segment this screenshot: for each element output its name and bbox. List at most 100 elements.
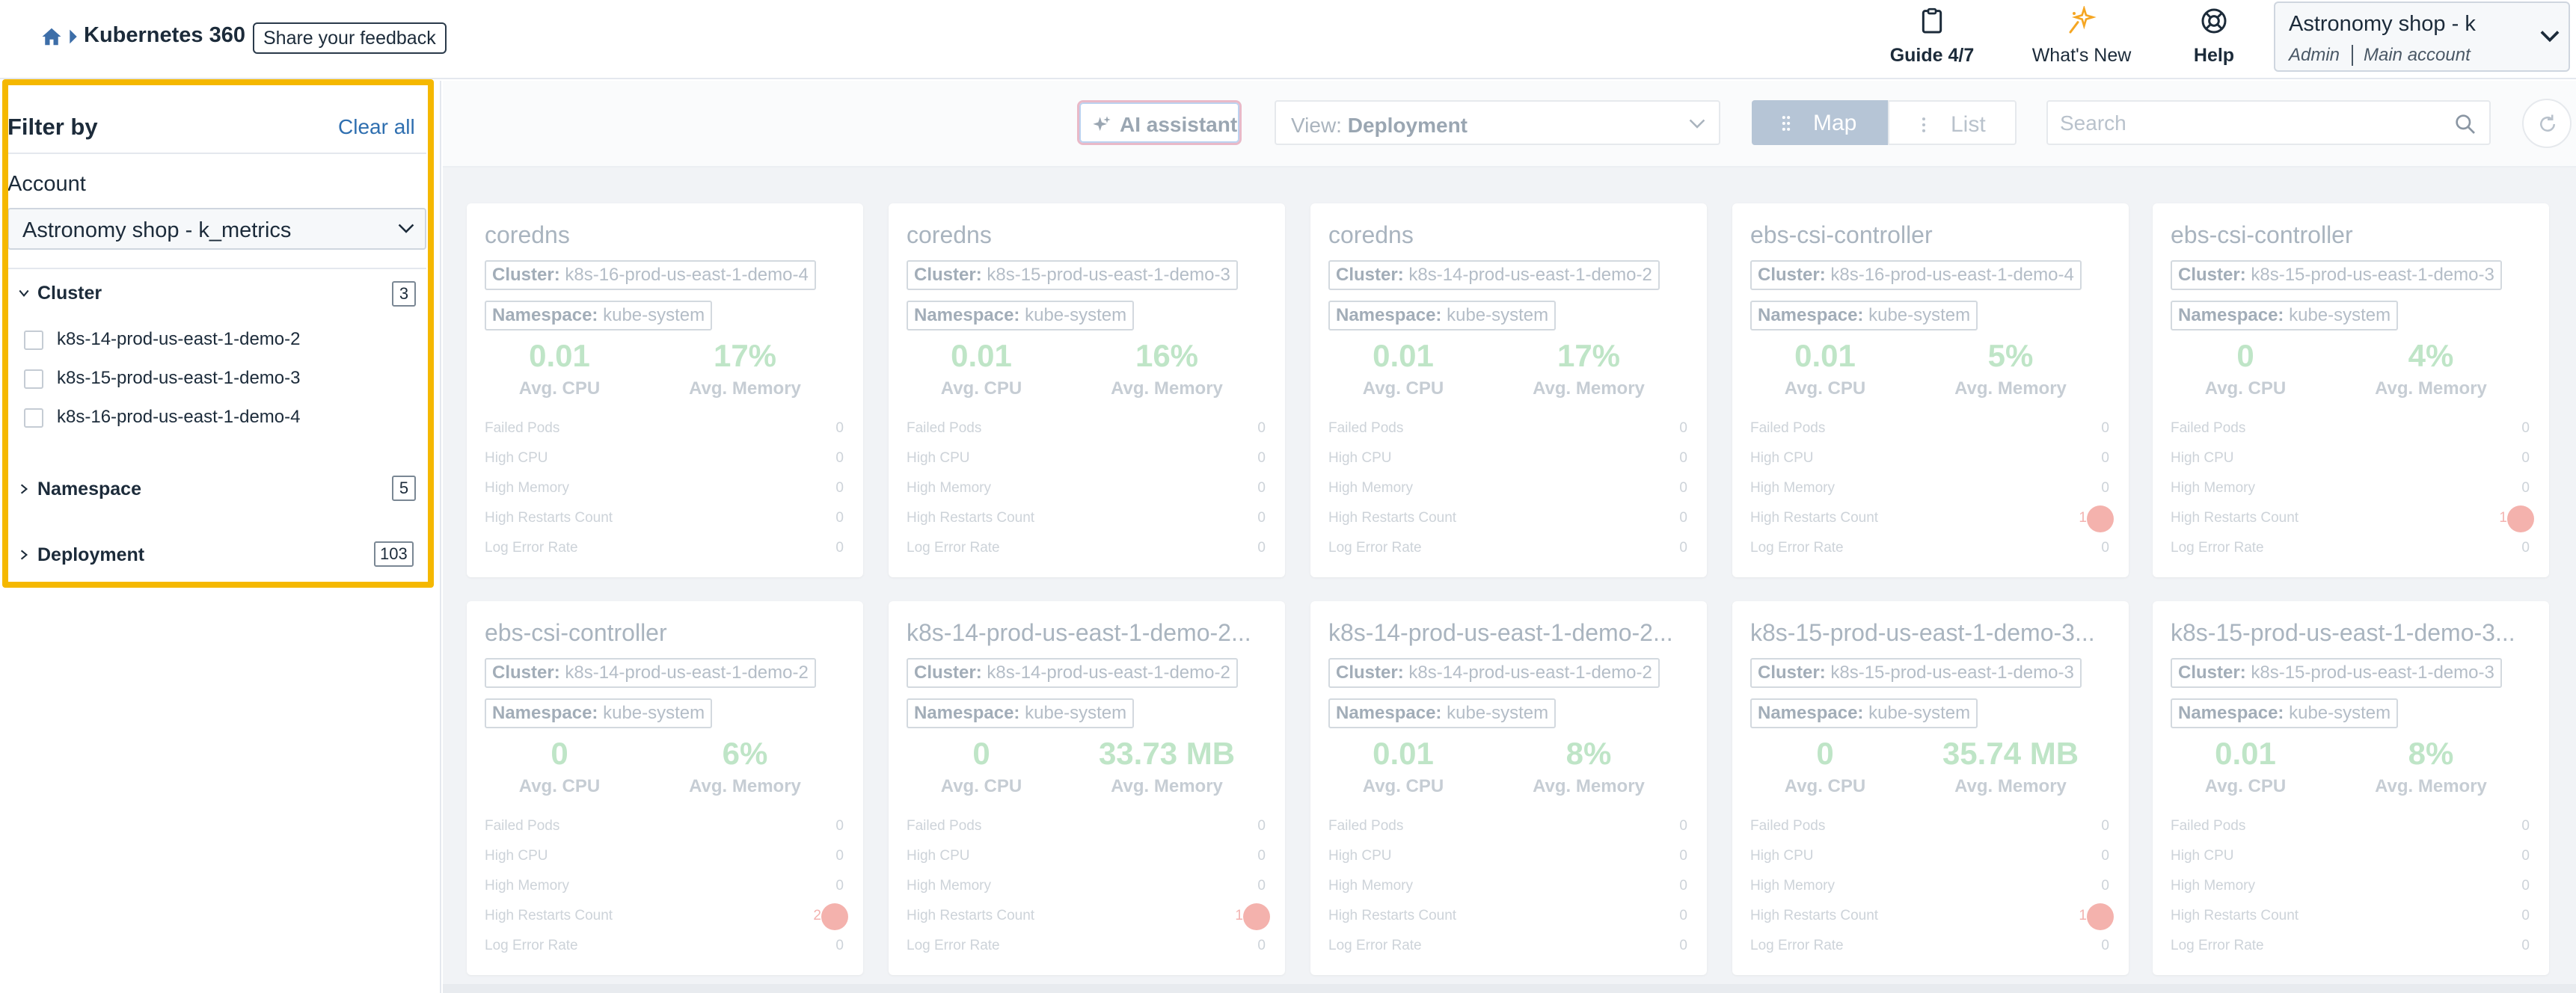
restart-alert-dot[interactable] [821,903,848,930]
row-label: Log Error Rate [485,540,578,556]
row-value: 0 [1257,480,1266,496]
checkbox[interactable] [24,369,43,389]
high-cpu-row: High CPU 0 [1750,848,2109,867]
avg-cpu-label: Avg. CPU [2204,378,2287,399]
avg-cpu-label: Avg. CPU [518,378,601,399]
deployment-name[interactable]: k8s-14-prod-us-east-1-demo-2... [907,619,1251,646]
deployment-name[interactable]: coredns [907,221,992,248]
failed-pods-row: Failed Pods 0 [485,420,844,440]
deployment-name[interactable]: coredns [1328,221,1414,248]
cluster-tag: Cluster: k8s-16-prod-us-east-1-demo-4 [1750,260,2082,290]
row-label: High CPU [2171,848,2234,864]
deployment-card[interactable]: coredns Cluster: k8s-15-prod-us-east-1-de… [889,203,1285,577]
avg-memory-value: 16% [1135,338,1199,373]
cluster-tag-label: Cluster: [2178,265,2246,285]
failed-pods-row: Failed Pods 0 [2171,420,2530,440]
help-label: Help [2193,45,2235,66]
restart-alert-dot[interactable] [2507,505,2534,532]
row-value: 0 [2521,450,2530,466]
whats-new-button[interactable]: What's New [2018,6,2145,73]
avg-cpu-value: 0.01 [1373,338,1434,373]
row-value: 0 [835,878,844,894]
map-view-toggle[interactable]: Map [1752,100,1888,145]
account-name: Astronomy shop - k [2289,12,2476,36]
deployment-card[interactable]: coredns Cluster: k8s-14-prod-us-east-1-de… [1310,203,1707,577]
avg-memory-label: Avg. Memory [689,776,801,796]
row-value: 0 [2101,540,2109,556]
deployment-card[interactable]: ebs-csi-controller Cluster: k8s-16-prod-u… [1732,203,2129,577]
deployment-name[interactable]: k8s-15-prod-us-east-1-demo-3... [2171,619,2515,646]
refresh-button[interactable] [2522,99,2572,148]
row-value: 0 [1679,848,1687,864]
deployment-name[interactable]: ebs-csi-controller [2171,221,2353,248]
row-label: High Memory [2171,878,2255,894]
row-label: High CPU [1328,848,1392,864]
row-value: 0 [2521,818,2530,834]
view-select[interactable]: View: Deployment [1275,100,1720,145]
share-feedback-button[interactable]: Share your feedback [253,22,447,54]
high-cpu-row: High CPU 0 [907,848,1266,867]
deployment-count-badge: 103 [374,541,414,567]
help-button[interactable]: Help [2150,6,2278,73]
avg-memory-value: 8% [1565,736,1612,771]
row-label: Log Error Rate [907,938,1000,953]
namespace-tag-label: Namespace: [1758,305,1864,325]
row-value: 0 [2521,480,2530,496]
namespace-tag-value: kube-system [1447,305,1549,325]
search-icon[interactable] [2453,112,2477,136]
deployment-name[interactable]: coredns [485,221,570,248]
deployment-section-toggle[interactable]: Deployment [18,544,144,566]
home-icon[interactable] [40,25,63,48]
namespace-section-toggle[interactable]: Namespace [18,479,141,500]
restart-alert-dot[interactable] [1243,903,1270,930]
search-box[interactable] [2046,100,2491,145]
search-input[interactable] [2060,109,2434,138]
deployment-card[interactable]: ebs-csi-controller Cluster: k8s-15-prod-u… [2153,203,2549,577]
checkbox[interactable] [24,408,43,428]
view-select-value: View: Deployment [1291,114,1468,138]
account-select[interactable]: Astronomy shop - k_metrics [7,208,426,250]
row-value: 0 [2521,878,2530,894]
cluster-tag: Cluster: k8s-15-prod-us-east-1-demo-3 [2171,260,2502,290]
row-label: High Memory [1328,878,1413,894]
namespace-tag-label: Namespace: [2178,703,2284,723]
row-label: High Memory [1328,480,1413,496]
deployment-card[interactable]: ebs-csi-controller Cluster: k8s-14-prod-u… [467,601,863,975]
refresh-icon [2540,114,2555,132]
deployment-card[interactable]: k8s-15-prod-us-east-1-demo-3... Cluster: … [2153,601,2549,975]
guide-button[interactable]: Guide 4/7 [1868,6,1996,73]
deployment-name[interactable]: ebs-csi-controller [485,619,667,646]
deployment-card[interactable]: k8s-15-prod-us-east-1-demo-3... Cluster: … [1732,601,2129,975]
avg-memory-metric: 16% Avg. Memory [1092,338,1242,399]
deployment-name[interactable]: k8s-15-prod-us-east-1-demo-3... [1750,619,2095,646]
row-value: 0 [2101,480,2109,496]
row-value: 0 [1257,540,1266,556]
cluster-section-toggle[interactable]: Cluster [18,283,102,304]
restart-count-value: 1 [2499,510,2507,526]
row-value: 0 [835,818,844,834]
list-view-toggle[interactable]: List [1888,100,2017,145]
row-value: 0 [835,848,844,864]
deployment-card[interactable]: k8s-14-prod-us-east-1-demo-2... Cluster: … [889,601,1285,975]
deployment-card[interactable]: k8s-14-prod-us-east-1-demo-2... Cluster: … [1310,601,1707,975]
high-restarts-row: High Restarts Count 0 [1328,510,1687,529]
account-switcher[interactable]: Astronomy shop - k Admin Main account [2274,1,2570,72]
row-label: High Restarts Count [485,908,613,923]
row-value: 0 [1679,480,1687,496]
deployment-name[interactable]: k8s-14-prod-us-east-1-demo-2... [1328,619,1673,646]
cluster-count-badge: 3 [392,281,416,307]
avg-cpu-metric: 0 Avg. CPU [907,736,1056,797]
ai-assistant-button[interactable]: AI assistant [1077,100,1242,145]
deployment-name[interactable]: ebs-csi-controller [1750,221,1933,248]
avg-memory-value: 4% [2408,338,2454,373]
chevron-right-icon [20,484,28,494]
high-cpu-row: High CPU 0 [1328,848,1687,867]
clear-all-link[interactable]: Clear all [338,115,415,138]
restart-alert-dot[interactable] [2087,505,2114,532]
row-label: High Restarts Count [485,510,613,526]
deployment-card[interactable]: coredns Cluster: k8s-16-prod-us-east-1-de… [467,203,863,577]
restart-alert-dot[interactable] [2087,903,2114,930]
row-value: 0 [2101,878,2109,894]
checkbox[interactable] [24,331,43,350]
row-label: Log Error Rate [2171,938,2264,953]
